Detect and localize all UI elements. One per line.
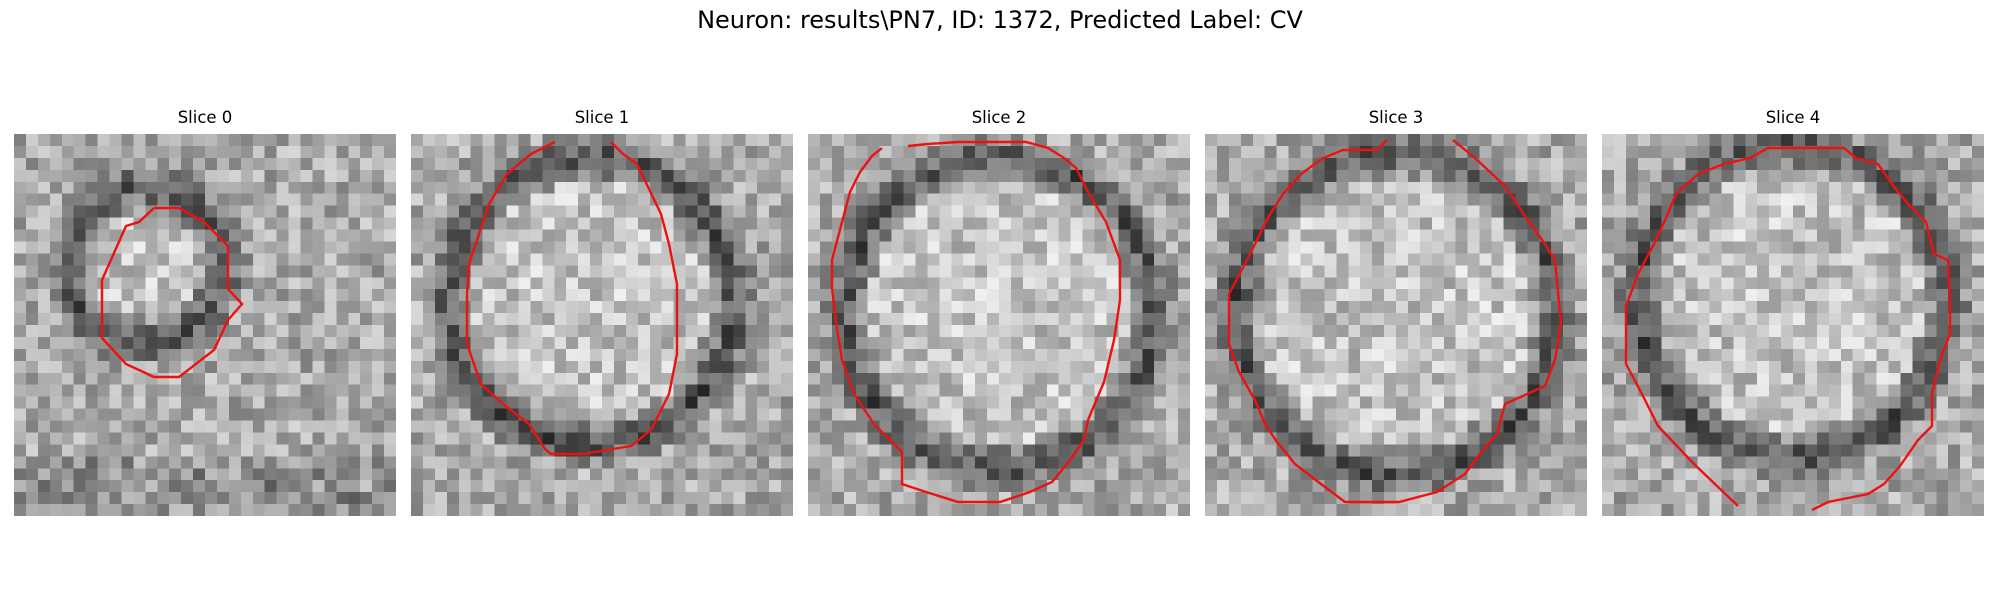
- vesicle-contour-4: [1624, 146, 1952, 512]
- slice-title-3: Slice 3: [1368, 108, 1424, 127]
- vesicle-contour-1: [465, 140, 679, 456]
- slice-panel-2: Slice 2: [808, 108, 1190, 516]
- slice-image-1: [411, 134, 793, 516]
- slice-image-2: [808, 134, 1190, 516]
- figure-title: Neuron: results\PN7, ID: 1372, Predicted…: [697, 6, 1303, 34]
- contour-overlay-4: [1624, 146, 1952, 512]
- slice-panel-3: Slice 3: [1205, 108, 1587, 516]
- contour-overlay-2: [830, 140, 1122, 504]
- slice-title-4: Slice 4: [1765, 108, 1821, 127]
- slice-panel-1: Slice 1: [411, 108, 793, 516]
- contour-overlay-3: [1227, 139, 1563, 504]
- slice-image-3: [1205, 134, 1587, 516]
- slice-title-1: Slice 1: [574, 108, 630, 127]
- vesicle-contour-3: [1227, 139, 1563, 504]
- contour-overlay-1: [465, 140, 679, 456]
- vesicle-contour-2: [830, 140, 1122, 504]
- slice-image-4: [1602, 134, 1984, 516]
- slice-panel-4: Slice 4: [1602, 108, 1984, 516]
- slice-panel-0: Slice 0: [14, 108, 396, 516]
- slice-title-0: Slice 0: [177, 108, 233, 127]
- contour-overlay-0: [100, 206, 244, 379]
- vesicle-contour-0: [100, 206, 244, 379]
- slice-title-2: Slice 2: [971, 108, 1027, 127]
- slice-image-0: [14, 134, 396, 516]
